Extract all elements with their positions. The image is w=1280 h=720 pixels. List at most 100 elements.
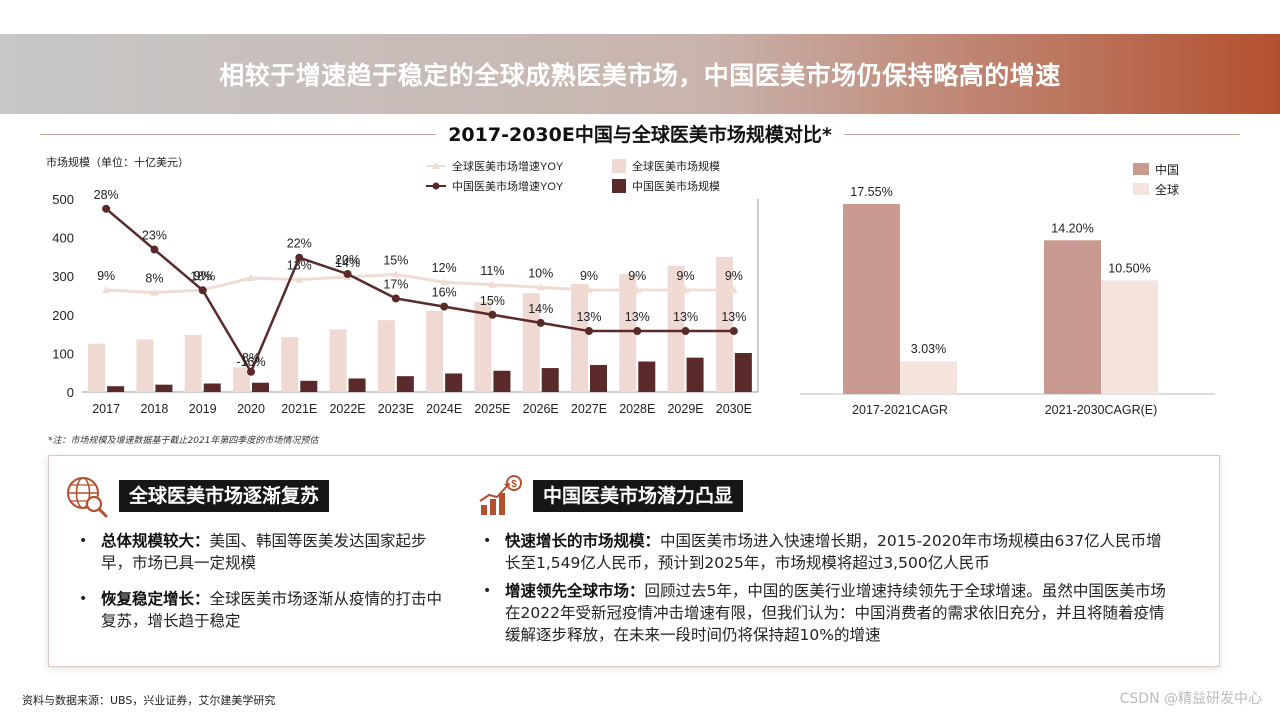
- global-yoy-label: 8%: [145, 272, 163, 286]
- cagr-value-label: 3.03%: [911, 342, 946, 356]
- cagr-category-label: 2017-2021CAGR: [852, 403, 948, 417]
- bullet-dot: •: [483, 533, 492, 549]
- y-tick-label: 100: [52, 346, 74, 361]
- bullet-text: 中国医美市场进入快速增长期，2015-2020年市场规模由637亿人民币增长至1…: [505, 532, 1162, 572]
- global-yoy-label: 9%: [194, 269, 212, 283]
- y-axis-label: 市场规模（单位：十亿美元）: [46, 155, 189, 169]
- globe-search-icon: [67, 477, 108, 518]
- global-yoy-label: -16%: [236, 355, 265, 369]
- x-tick-label: 2028E: [619, 402, 655, 416]
- china-yoy-point: [729, 327, 738, 336]
- legend-global-yoy-marker: [432, 162, 440, 169]
- china-size-bar: [493, 370, 511, 392]
- global-yoy-point: [102, 286, 111, 293]
- china-yoy-label: 23%: [142, 229, 167, 243]
- x-tick-label: 2020: [237, 402, 265, 416]
- x-tick-label: 2023E: [378, 402, 414, 416]
- chart-title: 2017-2030E中国与全球医美市场规模对比*: [436, 120, 844, 147]
- china-yoy-label: 16%: [432, 286, 457, 300]
- china-yoy-label: 8%: [242, 351, 260, 365]
- data-source: 资料与数据来源：UBS，兴业证券，艾尔建美学研究: [22, 694, 276, 707]
- right-bullet-list: • 快速增长的市场规模：中国医美市场进入快速增长期，2015-2020年市场规模…: [477, 530, 1177, 660]
- list-item: • 恢复稳定增长：全球医美市场逐渐从疫情的打击中复苏，增长趋于稳定: [73, 588, 453, 632]
- china-yoy-point: [295, 253, 304, 262]
- china-size-bar: [686, 357, 704, 392]
- bullet-dot: •: [483, 583, 492, 599]
- china-yoy-label: 20%: [335, 253, 360, 267]
- legend-china-yoy-label: 中国医美市场增速YOY: [452, 179, 564, 193]
- global-yoy-point: [729, 286, 738, 293]
- bullet-heading: 总体规模较大：: [101, 532, 210, 550]
- china-yoy-label: 14%: [528, 302, 553, 316]
- china-size-bar: [300, 380, 318, 392]
- global-yoy-point: [391, 270, 400, 278]
- y-tick-label: 500: [52, 192, 74, 207]
- cagr-global-bar: [1101, 280, 1158, 394]
- china-size-bar: [541, 368, 559, 392]
- legend-global-swatch: [1133, 183, 1149, 195]
- global-yoy-point: [295, 275, 304, 283]
- global-yoy-point: [585, 286, 593, 293]
- china-size-bar: [155, 384, 173, 392]
- x-tick-label: 2030E: [716, 402, 752, 416]
- china-yoy-label: 15%: [480, 294, 505, 308]
- bullet-text: 美国、韩国等医美发达国家起步早，市场已具一定规模: [101, 532, 427, 572]
- global-yoy-label: 9%: [628, 269, 646, 283]
- legend-global-size-swatch: [612, 159, 626, 173]
- bullet-heading: 快速增长的市场规模：: [505, 532, 661, 550]
- x-tick-label: 2018: [141, 402, 169, 416]
- global-yoy-label: 12%: [432, 261, 457, 275]
- china-yoy-point: [536, 318, 545, 327]
- legend-china-size-label: 中国医美市场规模: [632, 179, 720, 193]
- x-tick-label: 2019: [189, 402, 217, 416]
- china-yoy-point: [585, 327, 593, 336]
- china-size-bar: [590, 364, 607, 392]
- china-size-bar: [396, 376, 414, 392]
- china-yoy-point: [150, 245, 159, 254]
- y-tick-label: 300: [52, 269, 74, 284]
- svg-text:$: $: [511, 479, 517, 490]
- y-tick-label: 400: [52, 231, 74, 246]
- growth-chart-icon: $: [479, 475, 522, 515]
- china-size-bar: [348, 378, 366, 392]
- footnote: *注：市场规模及增速数据基于截止2021年第四季度的市场情况预估: [48, 436, 319, 446]
- legend-global-size-label: 全球医美市场规模: [632, 159, 720, 173]
- global-size-bar: [522, 293, 540, 392]
- global-size-bar: [184, 334, 202, 392]
- global-size-bar: [426, 310, 444, 392]
- cagr-chart: 中国 全球 17.55% 3.03% 2017-2021CAGR 14.20% 10.5…: [800, 162, 1215, 417]
- right-section-title: 中国医美市场潜力凸显: [533, 479, 744, 513]
- china-yoy-label: 17%: [383, 277, 408, 291]
- global-yoy-point: [440, 278, 449, 286]
- bullet-text: 全球医美市场逐渐从疫情的打击中复苏，增长趋于稳定: [101, 590, 443, 630]
- global-yoy-point: [536, 283, 545, 291]
- bullet-dot: •: [79, 533, 88, 549]
- china-yoy-point: [681, 327, 690, 336]
- china-yoy-point: [343, 270, 352, 278]
- cagr-china-bar: [843, 204, 900, 394]
- global-yoy-line: [106, 272, 734, 295]
- global-yoy-label: 11%: [480, 264, 504, 278]
- header-banner: 相较于增速趋于稳定的全球成熟医美市场，中国医美市场仍保持略高的增速: [0, 34, 1280, 114]
- global-yoy-label: 14%: [335, 256, 360, 270]
- x-tick-label: 2024E: [426, 402, 462, 416]
- china-yoy-label: 13%: [673, 310, 698, 324]
- china-yoy-label: 13%: [721, 310, 746, 324]
- global-size-bar: [667, 265, 685, 392]
- insight-panel: 全球医美市场逐渐复苏 • 总体规模较大：美国、韩国等医美发达国家起步早，市场已具…: [48, 455, 1220, 667]
- cagr-value-label: 14.20%: [1051, 221, 1093, 235]
- china-yoy-label: 22%: [287, 237, 312, 251]
- china-size-bar: [638, 361, 656, 392]
- y-tick-label: 0: [67, 385, 74, 400]
- x-tick-label: 2025E: [474, 402, 510, 416]
- global-size-bar: [88, 343, 106, 392]
- global-size-bar: [233, 367, 250, 392]
- china-size-bar: [445, 373, 463, 392]
- bullet-dot: •: [79, 591, 88, 607]
- bullet-heading: 增速领先全球市场：: [505, 582, 645, 600]
- china-yoy-point: [633, 327, 642, 336]
- legend-global-label: 全球: [1155, 182, 1179, 197]
- legend-china-size-swatch: [612, 179, 626, 193]
- x-tick-label: 2027E: [571, 402, 607, 416]
- china-size-bar: [203, 383, 221, 392]
